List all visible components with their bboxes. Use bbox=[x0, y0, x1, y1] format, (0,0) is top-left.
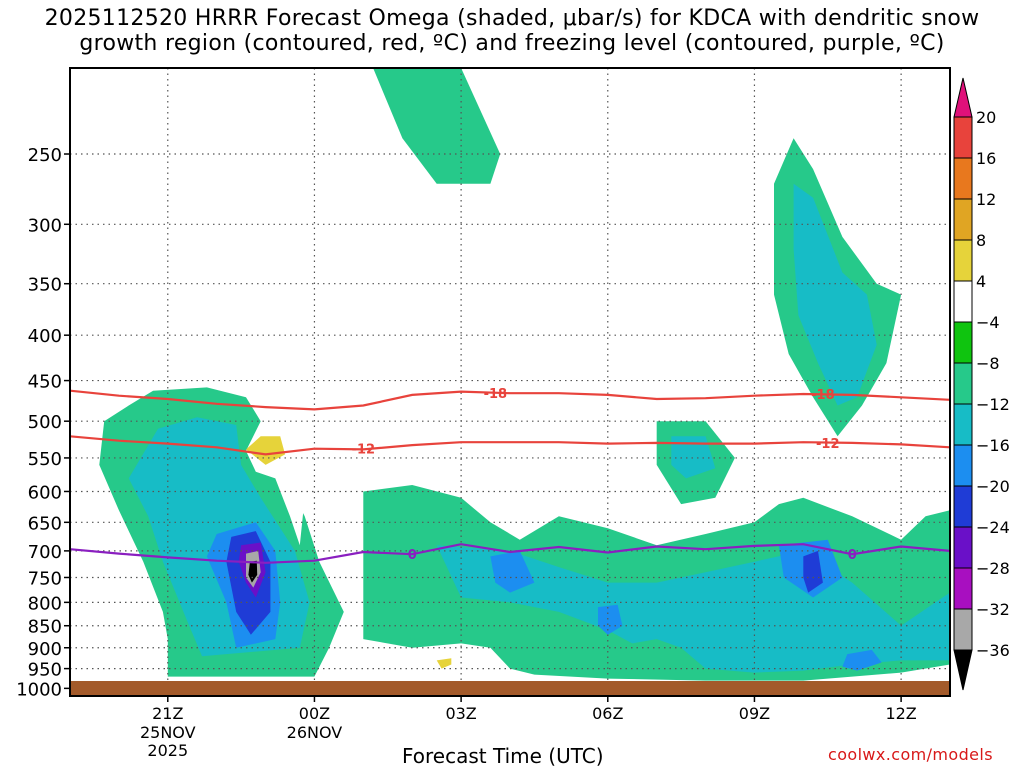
colorbar-swatch bbox=[953, 485, 973, 528]
colorbar-top-arrow bbox=[953, 77, 973, 118]
contour-label: -18 bbox=[811, 388, 835, 403]
y-tick-label: 800 bbox=[28, 593, 62, 614]
y-tick-label: 250 bbox=[28, 145, 62, 166]
y-tick-label: 350 bbox=[28, 275, 62, 296]
colorbar-label: 4 bbox=[976, 272, 986, 291]
plot-border bbox=[69, 67, 951, 697]
y-tick-label: 450 bbox=[28, 372, 62, 393]
colorbar-swatch bbox=[953, 608, 973, 651]
x-tick-label: 00Z bbox=[299, 704, 330, 723]
omega-region-13 bbox=[842, 649, 882, 671]
x-tick-label: 03Z bbox=[445, 704, 476, 723]
colorbar-swatch bbox=[953, 116, 973, 159]
colorbar-swatch bbox=[953, 362, 973, 405]
colorbar-swatch bbox=[953, 198, 973, 241]
omega-region-25 bbox=[436, 658, 452, 669]
omega-region-23 bbox=[549, 161, 672, 451]
x-tick-date: 25NOV bbox=[140, 723, 196, 742]
colorbar-label: −24 bbox=[976, 518, 1010, 537]
plot-frame bbox=[69, 67, 951, 697]
y-tick-label: 950 bbox=[28, 660, 62, 681]
credit-text: coolwx.com/models bbox=[828, 745, 993, 764]
colorbar-label: −4 bbox=[976, 313, 1000, 332]
colorbar-swatch bbox=[953, 403, 973, 446]
colorbar-label: −32 bbox=[976, 600, 1010, 619]
omega-region-6 bbox=[248, 560, 258, 583]
colorbar-label: 12 bbox=[976, 190, 996, 209]
omega-region-26 bbox=[842, 428, 902, 517]
y-tick-label: 500 bbox=[28, 412, 62, 433]
omega-region-27 bbox=[466, 68, 486, 105]
chart-title-line2: growth region (contoured, red, ºC) and f… bbox=[79, 31, 945, 56]
contour-line-0 bbox=[70, 389, 950, 411]
colorbar-swatch bbox=[953, 444, 973, 487]
colorbar-label: 8 bbox=[976, 231, 986, 250]
omega-shading bbox=[99, 68, 950, 681]
contour-label: -18 bbox=[484, 387, 508, 402]
x-tick-year: 2025 bbox=[147, 741, 188, 760]
omega-region-10 bbox=[598, 604, 623, 635]
colorbar-bottom-arrow bbox=[953, 649, 973, 691]
colorbar-swatch bbox=[953, 157, 973, 200]
ground-surface bbox=[70, 681, 950, 696]
colorbar-label: −28 bbox=[976, 559, 1010, 578]
omega-region-9 bbox=[490, 550, 535, 593]
y-tick-label: 400 bbox=[28, 326, 62, 347]
y-tick-label: 700 bbox=[28, 542, 62, 563]
chart-title: 2025112520 HRRR Forecast Omega (shaded, … bbox=[0, 6, 1024, 56]
contour-label: 0 bbox=[848, 548, 857, 563]
contour-line-1 bbox=[70, 435, 950, 456]
y-axis: 2503003504004505005506006507007508008509… bbox=[16, 145, 70, 700]
x-tick-label: 09Z bbox=[739, 704, 770, 723]
x-axis-title: Forecast Time (UTC) bbox=[402, 744, 604, 768]
chart-title-line1: 2025112520 HRRR Forecast Omega (shaded, … bbox=[44, 6, 980, 31]
y-tick-label: 650 bbox=[28, 513, 62, 534]
x-tick-label: 12Z bbox=[885, 704, 916, 723]
omega-region-15 bbox=[793, 183, 877, 406]
omega-region-17 bbox=[671, 436, 716, 479]
colorbar-label: 16 bbox=[976, 149, 996, 168]
colorbar-swatch bbox=[953, 321, 973, 364]
y-tick-label: 300 bbox=[28, 215, 62, 236]
x-tick-label: 21Z bbox=[152, 704, 183, 723]
x-tick-label: 06Z bbox=[592, 704, 623, 723]
y-tick-label: 750 bbox=[28, 568, 62, 589]
contour-label: -12 bbox=[816, 437, 840, 452]
y-tick-label: 900 bbox=[28, 639, 62, 660]
y-tick-label: 600 bbox=[28, 482, 62, 503]
omega-region-20 bbox=[343, 130, 427, 331]
colorbar-label: −36 bbox=[976, 641, 1010, 660]
temperature-contours: -18 -18 -12 -12 0 0 bbox=[70, 387, 950, 564]
omega-region-22 bbox=[246, 436, 286, 465]
contour-label: -12 bbox=[352, 443, 376, 458]
y-tick-label: 1000 bbox=[16, 679, 62, 700]
omega-region-21 bbox=[246, 384, 315, 546]
y-tick-label: 550 bbox=[28, 449, 62, 470]
omega-region-18 bbox=[373, 68, 501, 184]
colorbar: 20 16 12 8 4 −4 −8 −12 −16 −20 −24 −28 −32 −36 bbox=[953, 77, 1010, 691]
colorbar-swatch bbox=[953, 280, 973, 323]
ground-strip bbox=[70, 681, 950, 696]
colorbar-label: −8 bbox=[976, 354, 1000, 373]
colorbar-label: −12 bbox=[976, 395, 1010, 414]
colorbar-label: −16 bbox=[976, 436, 1010, 455]
y-tick-label: 850 bbox=[28, 617, 62, 638]
omega-region-12 bbox=[803, 550, 823, 593]
omega-region-24 bbox=[431, 647, 496, 673]
contour-line-2 bbox=[70, 543, 950, 564]
colorbar-swatch bbox=[953, 239, 973, 282]
colorbar-label: −20 bbox=[976, 477, 1010, 496]
colorbar-swatch bbox=[953, 526, 973, 569]
omega-region-19 bbox=[123, 211, 242, 336]
colorbar-swatch bbox=[953, 567, 973, 610]
colorbar-label: 20 bbox=[976, 108, 996, 127]
contour-label: 0 bbox=[408, 548, 417, 563]
x-tick-date: 26NOV bbox=[287, 723, 343, 742]
